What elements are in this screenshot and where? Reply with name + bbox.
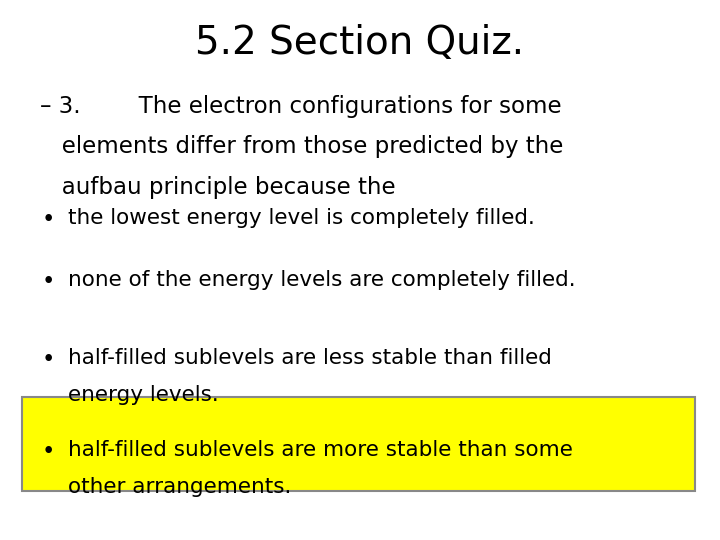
- Text: •: •: [42, 440, 55, 463]
- Text: none of the energy levels are completely filled.: none of the energy levels are completely…: [68, 270, 576, 290]
- Text: half-filled sublevels are more stable than some: half-filled sublevels are more stable th…: [68, 440, 573, 460]
- Text: other arrangements.: other arrangements.: [68, 477, 292, 497]
- Text: 5.2 Section Quiz.: 5.2 Section Quiz.: [195, 24, 525, 62]
- Text: – 3.        The electron configurations for some: – 3. The electron configurations for som…: [40, 94, 561, 118]
- Text: •: •: [42, 208, 55, 231]
- Text: •: •: [42, 348, 55, 372]
- Text: elements differ from those predicted by the: elements differ from those predicted by …: [40, 135, 563, 158]
- Text: aufbau principle because the: aufbau principle because the: [40, 176, 395, 199]
- Text: •: •: [42, 270, 55, 293]
- Text: energy levels.: energy levels.: [68, 385, 219, 405]
- Text: the lowest energy level is completely filled.: the lowest energy level is completely fi…: [68, 208, 535, 228]
- Bar: [22, 397, 695, 491]
- Text: half-filled sublevels are less stable than filled: half-filled sublevels are less stable th…: [68, 348, 552, 368]
